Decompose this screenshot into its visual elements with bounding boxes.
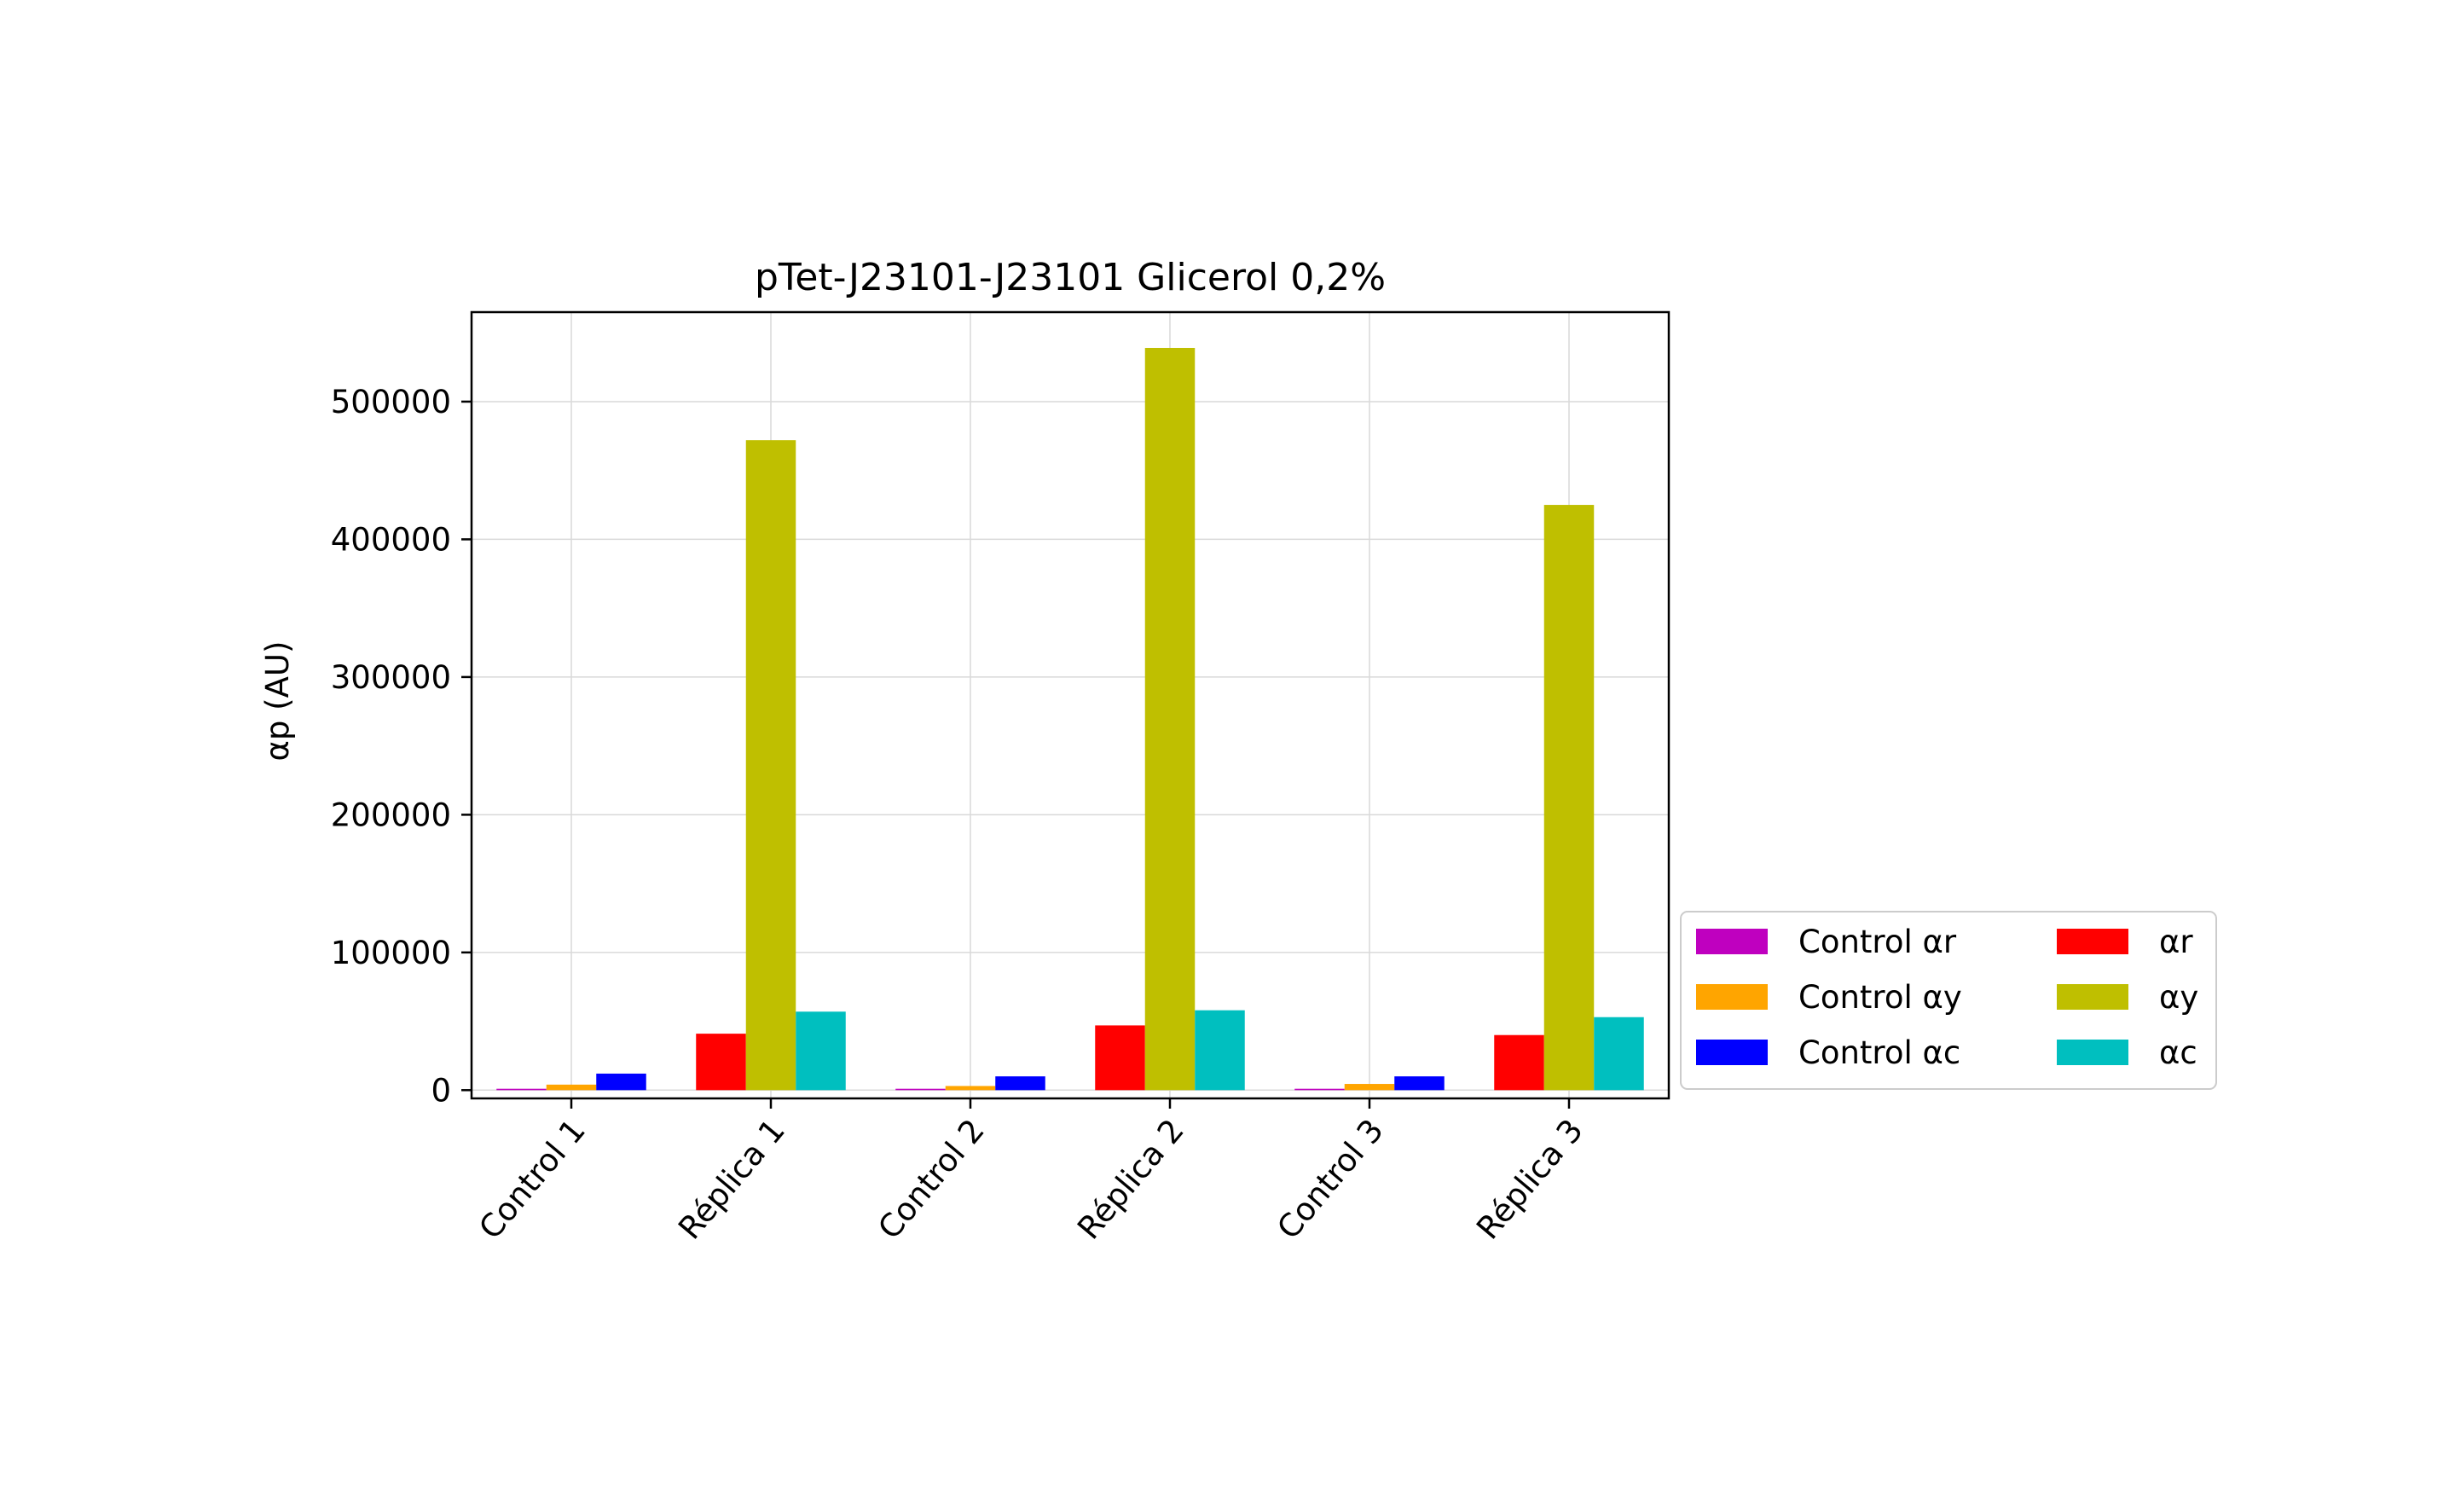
legend-label: Control αr — [1798, 924, 1957, 960]
legend-swatch — [1696, 929, 1768, 954]
y-axis-ticks: 0 100000 200000 300000 400000 500000 — [331, 384, 472, 1109]
bar — [995, 1076, 1045, 1091]
y-tick-label: 200000 — [331, 797, 451, 833]
bar — [696, 1034, 746, 1091]
x-axis-ticks: Control 1 Réplica 1 Control 2 Réplica 2 Cont… — [472, 1098, 1590, 1246]
y-tick-label: 100000 — [331, 935, 451, 971]
grid-lines — [472, 312, 1669, 1098]
bar — [1195, 1010, 1245, 1091]
chart-title: pTet-J23101-J23101 Glicerol 0,2% — [755, 256, 1386, 299]
bar — [796, 1011, 846, 1091]
x-tick-label: Control 1 — [472, 1112, 593, 1246]
y-tick-label: 300000 — [331, 659, 451, 696]
legend-label: αc — [2159, 1034, 2197, 1071]
legend-label: αr — [2159, 924, 2193, 960]
bar — [895, 1088, 946, 1091]
y-tick-label: 400000 — [331, 521, 451, 558]
bar — [1494, 1034, 1544, 1091]
bar — [1294, 1088, 1345, 1091]
bar — [1344, 1084, 1395, 1091]
bar — [1144, 347, 1196, 1091]
bar — [945, 1086, 996, 1091]
legend-label: Control αy — [1798, 979, 1962, 1016]
plot-frame — [470, 310, 1670, 1100]
x-tick-label: Réplica 2 — [1070, 1112, 1191, 1246]
bar — [1543, 505, 1595, 1091]
bar — [1095, 1025, 1145, 1091]
legend-swatch — [1696, 1040, 1768, 1065]
bar — [496, 1088, 547, 1091]
bar — [546, 1084, 597, 1091]
x-tick-label: Réplica 3 — [1469, 1112, 1590, 1246]
bar — [1594, 1017, 1644, 1091]
y-axis-label: αp (AU) — [259, 641, 296, 762]
legend-swatch — [2057, 984, 2128, 1010]
x-tick-label: Réplica 1 — [671, 1112, 792, 1246]
legend-swatch — [2057, 1040, 2128, 1065]
y-tick-label: 0 — [431, 1072, 451, 1109]
x-tick-label: Control 3 — [1270, 1112, 1391, 1246]
x-tick-label: Control 2 — [871, 1112, 992, 1246]
legend: Control αr Control αy Control αc αr αy αc — [1680, 911, 2217, 1090]
bar — [1394, 1076, 1445, 1091]
bar — [596, 1073, 646, 1091]
legend-swatch — [1696, 984, 1768, 1010]
bars — [496, 347, 1644, 1091]
legend-label: Control αc — [1798, 1034, 1960, 1071]
legend-swatch — [2057, 929, 2128, 954]
bar — [745, 440, 796, 1091]
legend-label: αy — [2159, 979, 2198, 1016]
y-tick-label: 500000 — [331, 384, 451, 420]
